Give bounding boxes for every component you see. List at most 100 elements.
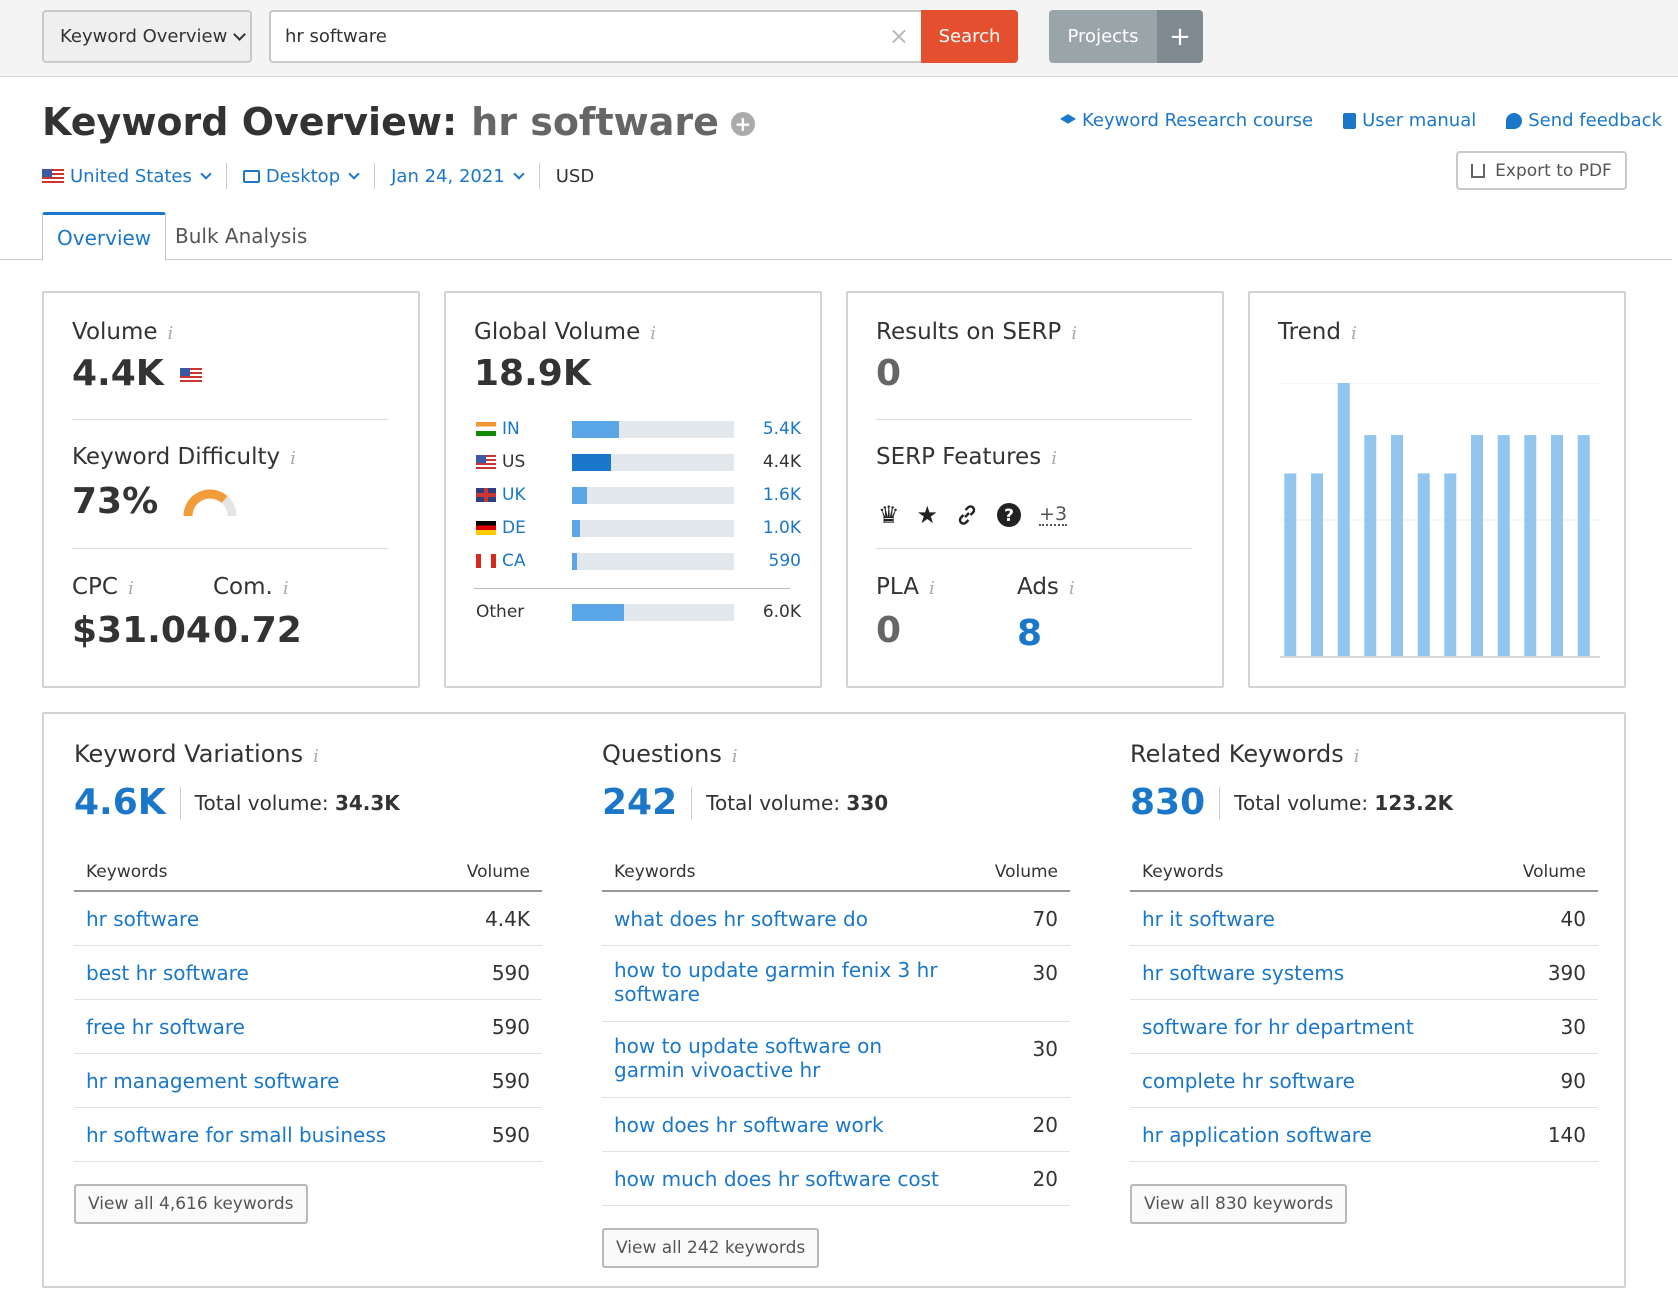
total-volume: Total volume: 34.3K (195, 791, 400, 815)
info-icon[interactable]: i (1051, 448, 1057, 469)
total-volume-label: Total volume: (194, 790, 329, 815)
volume-card: Volume i 4.4K Keyword Difficulty i 73% CPC… (42, 291, 420, 688)
trend-chart (1280, 383, 1600, 658)
country-value[interactable]: 1.0K (762, 518, 801, 538)
keyword-link[interactable]: best hr software (86, 961, 249, 985)
projects-button[interactable]: Projects (1049, 10, 1157, 63)
country-filter[interactable]: United States (42, 163, 227, 189)
related-keywords-column: Related Keywords i 830 Total volume: 123.2K… (1130, 714, 1600, 1284)
country-row-de[interactable]: DE 1.0K (476, 517, 801, 539)
us-flag-icon (180, 367, 203, 383)
pla-label: PLA i (876, 574, 935, 600)
keyword-count[interactable]: 830 (1130, 782, 1206, 823)
global-volume-label-text: Global Volume (474, 319, 641, 345)
trend-label-text: Trend (1278, 319, 1341, 345)
keyword-link[interactable]: hr software for small business (86, 1123, 387, 1147)
keyword-link[interactable]: complete hr software (1142, 1069, 1355, 1093)
trend-bar[interactable] (1311, 473, 1323, 657)
star-icon[interactable]: ★ (916, 501, 939, 529)
trend-bar[interactable] (1551, 435, 1563, 657)
trend-bar[interactable] (1337, 383, 1350, 657)
tool-select-dropdown[interactable]: Keyword Overview (42, 10, 252, 63)
keyword-link[interactable]: what does hr software do (614, 907, 868, 931)
country-code: UK (502, 485, 526, 505)
view-all-keywords-button[interactable]: View all 830 keywords (1130, 1184, 1348, 1224)
info-icon[interactable]: i (313, 746, 319, 767)
country-bar-fill (572, 603, 624, 621)
question-icon[interactable]: ? (996, 502, 1022, 528)
view-all-keywords-button[interactable]: View all 4,616 keywords (74, 1184, 308, 1224)
tab-bulk-analysis[interactable]: Bulk Analysis (175, 224, 308, 248)
info-icon[interactable]: i (1350, 323, 1357, 344)
keyword-link[interactable]: how to update software on garmin vivoact… (614, 1034, 883, 1082)
country-row-uk[interactable]: UK 1.6K (476, 484, 801, 506)
country-value[interactable]: 1.6K (762, 485, 801, 505)
table-row: hr management software 590 (74, 1054, 542, 1108)
add-keyword-icon[interactable]: + (730, 112, 755, 136)
info-icon[interactable]: i (128, 578, 134, 599)
country-filter-label: United States (70, 165, 192, 187)
keyword-link[interactable]: hr software (86, 907, 200, 931)
tabs-bar: Overview Bulk Analysis (0, 212, 1672, 261)
crown-icon[interactable]: ♛ (878, 501, 900, 529)
add-project-button[interactable]: + (1157, 10, 1203, 63)
export-to-pdf-button[interactable]: Export to PDF (1456, 151, 1627, 190)
info-icon[interactable]: i (282, 578, 289, 599)
view-all-keywords-button[interactable]: View all 242 keywords (602, 1228, 820, 1268)
info-icon[interactable]: i (928, 578, 935, 599)
keyword-link[interactable]: hr it software (1142, 907, 1275, 931)
info-icon[interactable]: i (290, 448, 296, 469)
trend-bar[interactable] (1364, 435, 1377, 657)
us-flag-icon (42, 168, 64, 184)
keyword-volume: 390 (1547, 961, 1586, 985)
keyword-count[interactable]: 4.6K (74, 782, 166, 823)
keyword-link[interactable]: how does hr software work (614, 1113, 884, 1137)
trend-bar[interactable] (1391, 435, 1403, 657)
keyword-link[interactable]: hr application software (1142, 1123, 1372, 1147)
country-value[interactable]: 5.4K (762, 419, 801, 439)
kd-value: 73% (72, 481, 159, 522)
keyword-link[interactable]: how much does hr software cost (614, 1167, 939, 1191)
keyword-link[interactable]: software for hr department (1142, 1015, 1414, 1039)
info-icon[interactable]: i (1071, 323, 1078, 344)
info-icon[interactable]: i (1068, 578, 1075, 599)
keyword-link[interactable]: how to update garmin fenix 3 hr software (614, 958, 938, 1006)
trend-bar[interactable] (1471, 435, 1483, 657)
keyword-link[interactable]: free hr software (86, 1015, 245, 1039)
link-icon[interactable] (955, 503, 979, 527)
ads-value[interactable]: 8 (1017, 613, 1043, 654)
keyword-link[interactable]: hr software systems (1142, 961, 1345, 985)
keyword-count[interactable]: 242 (602, 782, 678, 823)
more-serp-features-link[interactable]: +3 (1039, 503, 1068, 526)
info-icon[interactable]: i (731, 746, 738, 767)
chevron-down-icon (513, 168, 525, 180)
country-value[interactable]: 590 (768, 551, 801, 571)
info-icon[interactable]: i (167, 323, 174, 344)
device-filter[interactable]: Desktop (242, 163, 376, 189)
keyword-research-course-link[interactable]: Keyword Research course (1060, 110, 1313, 131)
search-button[interactable]: Search (921, 10, 1018, 63)
keyword-link[interactable]: hr management software (86, 1069, 340, 1093)
info-icon[interactable]: i (1353, 746, 1360, 767)
date-filter[interactable]: Jan 24, 2021 (391, 163, 540, 189)
desktop-icon (242, 169, 260, 183)
search-input[interactable] (271, 26, 861, 47)
trend-bar[interactable] (1284, 473, 1297, 657)
clear-icon[interactable]: × (888, 22, 909, 50)
trend-bar[interactable] (1524, 435, 1537, 657)
country-row-in[interactable]: IN 5.4K (476, 418, 801, 440)
info-icon[interactable]: i (650, 323, 656, 344)
keywords-column-header: Keywords (1142, 862, 1224, 882)
user-manual-link[interactable]: User manual (1343, 110, 1476, 131)
trend-bar[interactable] (1417, 473, 1430, 657)
keyword-volume: 590 (491, 1015, 530, 1039)
trend-bar[interactable] (1497, 435, 1510, 657)
send-feedback-link[interactable]: Send feedback (1506, 110, 1662, 131)
keyword-volume: 590 (491, 1069, 530, 1093)
trend-bar[interactable] (1444, 473, 1457, 657)
table-row: how does hr software work 20 (602, 1098, 1070, 1152)
tab-overview[interactable]: Overview (42, 212, 167, 261)
country-row-ca[interactable]: CA 590 (476, 550, 801, 572)
total-volume: Total volume: 330 (706, 791, 888, 815)
trend-bar[interactable] (1577, 435, 1590, 657)
